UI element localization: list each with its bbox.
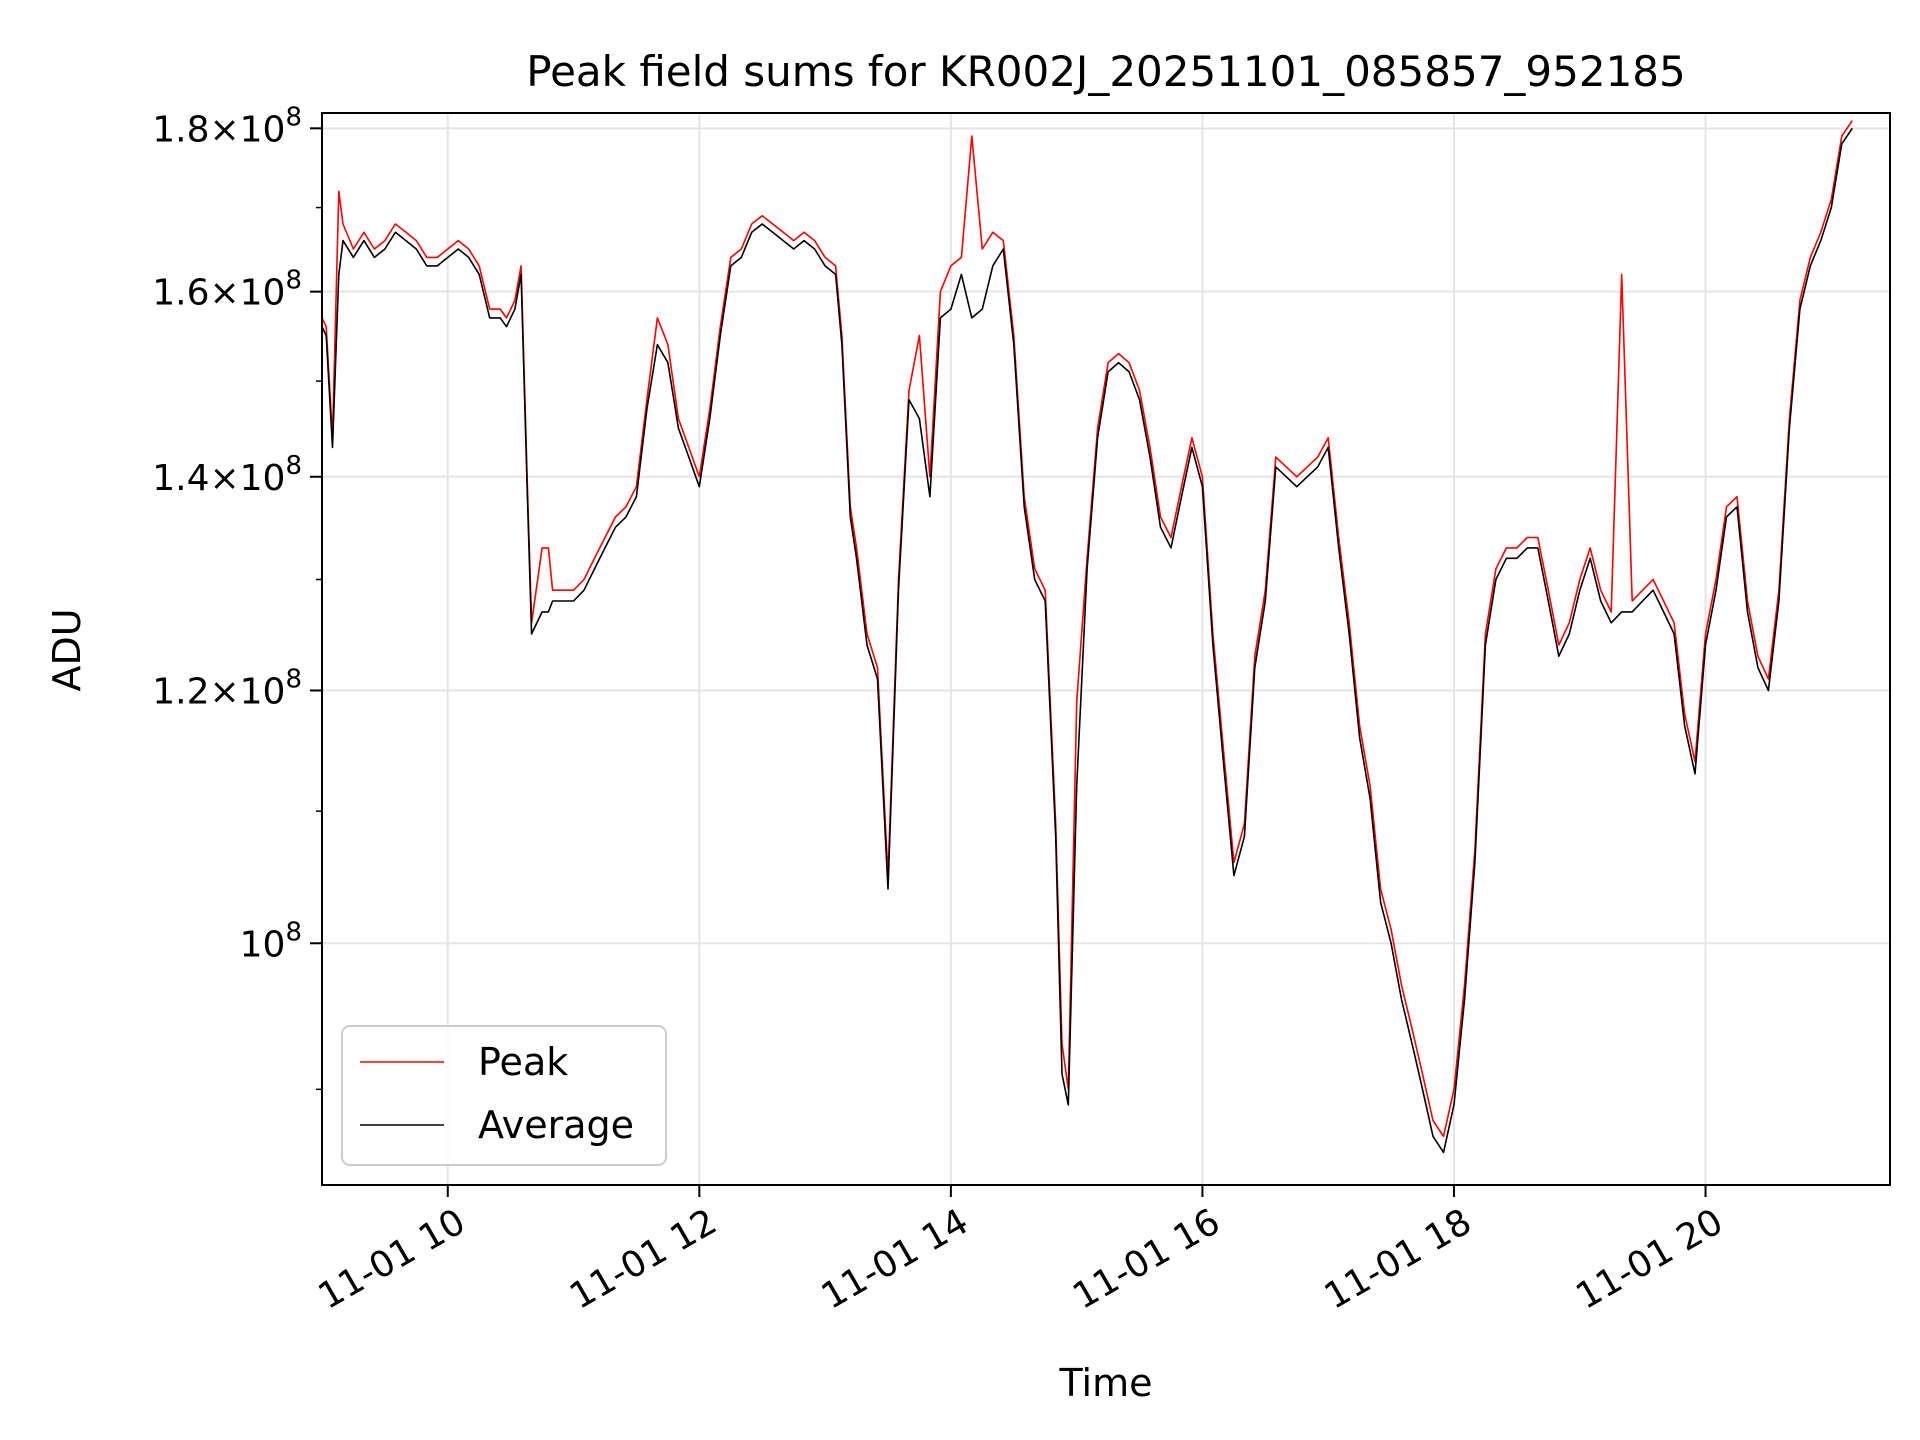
series-line-average	[321, 127, 1853, 1154]
x-axis-label: Time	[1059, 1361, 1153, 1405]
series-lines	[321, 120, 1853, 1154]
legend: Peak Average	[341, 1025, 667, 1166]
plot-frame	[321, 112, 1891, 1186]
legend-box	[341, 1025, 667, 1166]
y-tick-label: 1.6×108	[152, 266, 302, 314]
y-tick-label: 108	[240, 917, 302, 965]
y-axis-label: ADU	[45, 608, 89, 691]
legend-label-peak: Peak	[478, 1040, 568, 1084]
y-axis-ticks: 108 1.2×108 1.4×108 1.6×108 1.8×108	[152, 102, 322, 1091]
y-tick-label: 1.4×108	[152, 451, 302, 499]
legend-label-average: Average	[478, 1103, 634, 1147]
y-tick-label: 1.2×108	[152, 664, 302, 712]
y-tick-label: 1.8×108	[152, 102, 302, 150]
grid-lines	[322, 113, 1890, 1185]
chart-title: Peak field sums for KR002J_20251101_0858…	[526, 47, 1686, 96]
